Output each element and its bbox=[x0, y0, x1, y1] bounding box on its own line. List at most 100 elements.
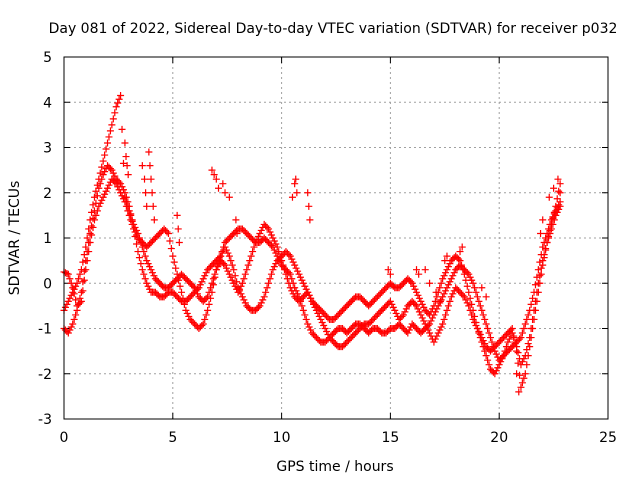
data-point bbox=[102, 145, 110, 153]
data-point bbox=[106, 165, 114, 173]
data-point bbox=[63, 269, 71, 277]
data-point bbox=[263, 284, 271, 292]
data-point bbox=[414, 291, 422, 299]
data-point bbox=[141, 275, 149, 283]
data-point bbox=[488, 338, 496, 346]
data-point bbox=[270, 263, 278, 271]
data-point bbox=[275, 248, 283, 256]
data-point bbox=[234, 288, 242, 296]
data-point bbox=[437, 296, 445, 304]
data-point bbox=[269, 234, 277, 242]
data-point bbox=[443, 266, 451, 274]
data-point bbox=[99, 193, 107, 201]
data-point bbox=[135, 234, 143, 242]
data-point bbox=[546, 226, 554, 234]
data-point bbox=[444, 302, 452, 310]
x-axis-label: GPS time / hours bbox=[276, 459, 393, 475]
data-point bbox=[69, 288, 77, 296]
data-point bbox=[413, 288, 421, 296]
data-point bbox=[476, 331, 484, 339]
data-point bbox=[460, 293, 468, 301]
data-point bbox=[228, 276, 236, 284]
data-point bbox=[214, 184, 222, 192]
data-point bbox=[481, 340, 489, 348]
data-point bbox=[166, 237, 174, 245]
data-point bbox=[418, 300, 426, 308]
data-point bbox=[446, 260, 454, 268]
series-track-a bbox=[60, 175, 564, 364]
data-point bbox=[140, 248, 148, 256]
data-point bbox=[119, 159, 127, 167]
data-point bbox=[514, 349, 522, 357]
data-point bbox=[513, 347, 521, 355]
data-point bbox=[301, 311, 309, 319]
data-point bbox=[253, 236, 261, 244]
data-point bbox=[75, 300, 83, 308]
data-point bbox=[207, 284, 215, 292]
data-point bbox=[191, 284, 199, 292]
data-point bbox=[384, 266, 392, 274]
data-point bbox=[299, 279, 307, 287]
data-point bbox=[220, 260, 228, 268]
data-point bbox=[537, 229, 545, 237]
data-point bbox=[150, 216, 158, 224]
data-point bbox=[224, 267, 232, 275]
data-point bbox=[101, 168, 109, 176]
data-point bbox=[288, 287, 296, 295]
data-point bbox=[146, 162, 154, 170]
data-point bbox=[504, 338, 512, 346]
data-point bbox=[433, 293, 441, 301]
data-point bbox=[442, 287, 450, 295]
data-point bbox=[133, 226, 141, 234]
data-point bbox=[465, 288, 473, 296]
data-point bbox=[225, 252, 233, 260]
data-point bbox=[72, 311, 80, 319]
data-point bbox=[430, 338, 438, 346]
plot-frame bbox=[63, 56, 609, 420]
data-point bbox=[411, 285, 419, 293]
data-point bbox=[443, 284, 451, 292]
data-point bbox=[237, 282, 245, 290]
data-point bbox=[276, 252, 284, 260]
data-point bbox=[102, 187, 110, 195]
data-point bbox=[517, 383, 525, 391]
data-point bbox=[212, 266, 220, 274]
data-point bbox=[173, 211, 181, 219]
data-point bbox=[128, 216, 136, 224]
data-point bbox=[456, 257, 464, 265]
data-point bbox=[471, 284, 479, 292]
data-point bbox=[281, 266, 289, 274]
data-point bbox=[202, 311, 210, 319]
data-point bbox=[423, 323, 431, 331]
data-point bbox=[70, 315, 78, 323]
data-point bbox=[127, 211, 135, 219]
data-point bbox=[222, 264, 230, 272]
data-point bbox=[230, 279, 238, 287]
data-marks bbox=[60, 91, 564, 396]
data-point bbox=[238, 279, 246, 287]
data-point bbox=[492, 350, 500, 358]
data-point bbox=[141, 252, 149, 260]
data-point bbox=[174, 225, 182, 233]
data-point bbox=[121, 139, 129, 147]
data-point bbox=[398, 312, 406, 320]
data-point bbox=[259, 296, 267, 304]
data-point bbox=[92, 187, 100, 195]
data-point bbox=[479, 337, 487, 345]
data-point bbox=[434, 329, 442, 337]
data-point bbox=[456, 248, 464, 256]
data-point bbox=[149, 202, 157, 210]
data-point bbox=[163, 228, 171, 236]
data-point bbox=[247, 252, 255, 260]
data-point bbox=[401, 308, 409, 316]
data-point bbox=[144, 282, 152, 290]
data-point bbox=[531, 306, 539, 314]
series-track-c bbox=[60, 91, 564, 391]
data-point bbox=[311, 303, 319, 311]
data-point bbox=[516, 335, 524, 343]
data-point bbox=[485, 361, 493, 369]
data-point bbox=[146, 263, 154, 271]
data-point bbox=[431, 335, 439, 343]
data-point bbox=[520, 355, 528, 363]
data-point bbox=[256, 302, 264, 310]
